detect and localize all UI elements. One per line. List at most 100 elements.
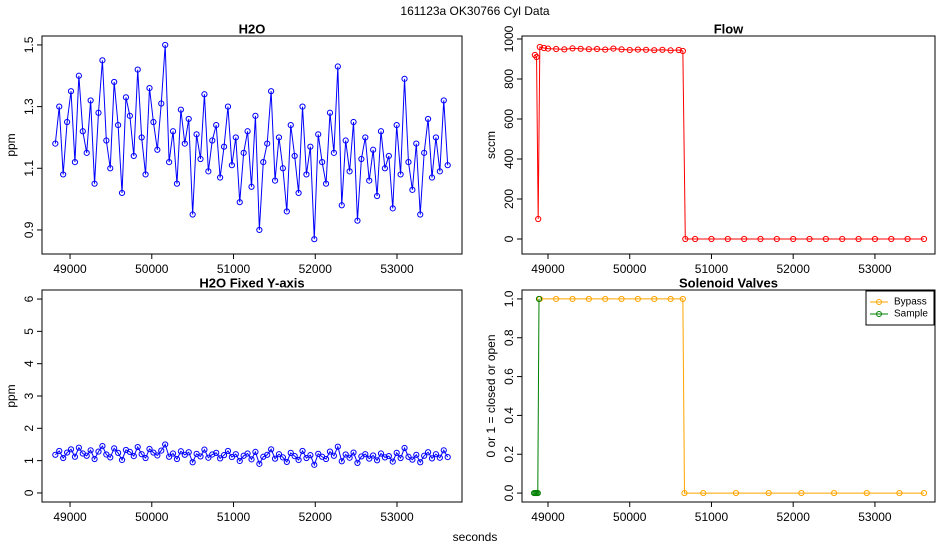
y-tick-label: 0.6 [502, 368, 516, 385]
data-point [75, 72, 82, 79]
data-point [291, 152, 298, 160]
data-point [634, 295, 641, 303]
data-point [162, 41, 169, 49]
plot-frame [41, 289, 463, 503]
x-tick-label: 52000 [299, 262, 333, 276]
legend-label: Bypass [894, 297, 927, 308]
data-point [315, 450, 322, 457]
data-point [667, 47, 674, 54]
y-tick-label: 1.0 [502, 290, 516, 307]
data-point [830, 489, 838, 497]
data-point [346, 168, 353, 175]
data-point [432, 451, 440, 458]
data-point [75, 444, 82, 451]
data-point [700, 489, 707, 497]
data-point [330, 149, 338, 156]
data-point [366, 177, 373, 184]
data-point [71, 159, 79, 166]
data-point [71, 453, 79, 460]
data-point [307, 143, 314, 150]
data-point [87, 447, 94, 454]
data-point [67, 88, 75, 95]
data-point [757, 235, 764, 243]
data-point [268, 88, 275, 95]
data-point [91, 180, 98, 187]
panel: H2O Fixed Y-axis ppm 49000 50000 51000 52000 5… [4, 275, 463, 524]
data-point [790, 235, 797, 243]
data-point [634, 46, 641, 53]
data-point [370, 452, 377, 459]
data-point [307, 452, 314, 459]
data-point [146, 85, 153, 92]
data-point [189, 211, 196, 218]
x-tick-label: 51000 [217, 510, 251, 524]
data-point [130, 453, 137, 460]
panel-title: Solenoid Valves [679, 275, 778, 290]
data-point [52, 140, 59, 147]
x-axis-label: seconds [453, 530, 498, 544]
data-point [642, 46, 650, 53]
data-point [577, 45, 584, 52]
data-point [134, 443, 141, 451]
y-tick-label: 1.1 [22, 160, 36, 177]
series-line [54, 44, 449, 240]
data-point [381, 165, 389, 172]
data-point [424, 115, 432, 123]
data-point [436, 168, 443, 175]
data-point [303, 454, 310, 462]
data-point [342, 451, 349, 458]
data-point [181, 140, 188, 147]
data-point [409, 186, 416, 193]
y-tick-label: 400 [502, 149, 516, 169]
data-point [248, 183, 255, 190]
data-point [107, 454, 114, 461]
data-point [79, 128, 86, 135]
data-point [252, 448, 259, 456]
data-point [158, 447, 165, 454]
data-point [201, 446, 208, 453]
data-point [540, 44, 548, 52]
y-axis-label: 0 or 1 = closed or open [484, 334, 498, 457]
data-point [60, 171, 67, 178]
data-point [95, 109, 102, 116]
data-point [773, 235, 780, 243]
data-point [118, 456, 126, 464]
data-point [417, 211, 424, 218]
data-point [659, 46, 666, 53]
data-point [585, 295, 592, 303]
data-point [232, 451, 239, 458]
data-point [440, 97, 447, 104]
data-point [708, 235, 715, 243]
legend-label: Sample [894, 309, 928, 320]
data-point [377, 450, 385, 457]
data-point [585, 46, 592, 53]
data-point [338, 202, 345, 209]
data-point [397, 454, 404, 462]
data-point [896, 489, 903, 497]
panel-title: H2O [239, 21, 266, 36]
data-point [421, 149, 428, 156]
data-point [888, 235, 895, 243]
data-point [370, 146, 377, 153]
y-tick-label: 1.3 [22, 98, 36, 115]
y-tick-label: 1000 [502, 25, 516, 52]
data-point [118, 189, 126, 197]
data-point [173, 180, 181, 187]
data-point [166, 453, 173, 460]
data-point [232, 134, 239, 141]
data-point [409, 456, 416, 463]
panel: Solenoid Valves 0 or 1 = closed or open 49… [484, 275, 936, 524]
data-point [871, 235, 879, 243]
data-point [765, 489, 772, 497]
data-point [544, 45, 552, 52]
data-point [330, 452, 338, 459]
data-point [413, 140, 420, 147]
x-tick-label: 51000 [695, 262, 729, 276]
data-point [138, 451, 145, 458]
data-point [428, 174, 436, 181]
data-point [732, 489, 740, 497]
x-tick-label: 50000 [613, 262, 647, 276]
data-point [63, 449, 71, 456]
data-point [83, 149, 90, 156]
data-point [279, 165, 286, 172]
